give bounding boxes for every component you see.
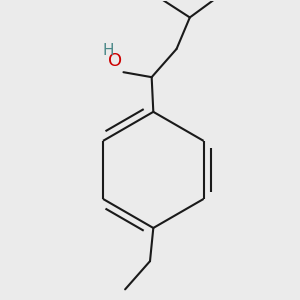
Text: H: H bbox=[103, 43, 114, 58]
Text: O: O bbox=[108, 52, 122, 70]
